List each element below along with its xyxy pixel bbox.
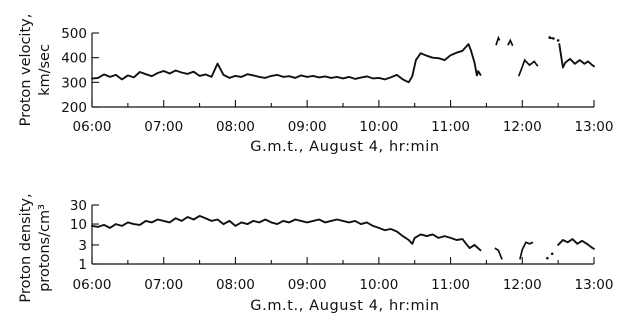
velocity-y-label-line-2: km/sec — [37, 44, 53, 96]
density-y-label-line-1: Proton density, — [18, 193, 34, 302]
velocity-y-tick-label: 300 — [61, 75, 87, 91]
density-data-point — [546, 256, 549, 260]
velocity-x-tick-label: 12:00 — [503, 119, 542, 135]
velocity-x-tick-label: 09:00 — [288, 119, 327, 135]
density-x-tick-label: 13:00 — [575, 277, 614, 293]
velocity-x-label: G.m.t., August 4, hr:min — [250, 139, 439, 155]
density-y-tick-label: 30 — [70, 198, 87, 214]
density-x-tick-label: 09:00 — [288, 277, 327, 293]
velocity-series-segment — [507, 38, 514, 47]
density-x-tick-label: 07:00 — [144, 277, 183, 293]
velocity-panel: Proton velocity, km/sec G.m.t., August 4… — [18, 14, 613, 155]
density-y-tick-label: 1 — [78, 257, 87, 273]
velocity-series-segment — [91, 43, 482, 84]
density-panel: Proton density, protons/cm³ G.m.t., Augu… — [18, 193, 613, 314]
velocity-x-tick-label: 08:00 — [216, 119, 255, 135]
velocity-y-tick-label: 500 — [61, 26, 87, 42]
velocity-x-tick-label: 10:00 — [359, 119, 398, 135]
velocity-data-point — [556, 39, 560, 42]
velocity-series-segment — [517, 58, 539, 77]
density-x-tick-label: 08:00 — [216, 277, 255, 293]
velocity-data-point — [548, 36, 552, 39]
velocity-y-tick-label: 200 — [61, 100, 87, 116]
density-x-tick-label: 10:00 — [359, 277, 398, 293]
velocity-x-tick-label: 13:00 — [575, 119, 614, 135]
density-data-point — [550, 252, 554, 256]
density-series-segment — [91, 214, 482, 252]
velocity-series-segment — [495, 35, 501, 46]
density-series-segment — [519, 241, 534, 260]
density-x-tick-label: 11:00 — [431, 277, 470, 293]
density-x-tick-label: 06:00 — [73, 277, 112, 293]
velocity-series-segment — [558, 43, 595, 69]
density-y-label-line-2: protons/cm³ — [37, 204, 53, 292]
density-y-tick-label: 10 — [70, 217, 87, 233]
density-x-tick-label: 12:00 — [503, 277, 542, 293]
velocity-x-tick-label: 07:00 — [144, 119, 183, 135]
velocity-y-label-line-1: Proton velocity, — [18, 14, 34, 127]
density-y-tick-label: 3 — [78, 238, 87, 254]
velocity-y-tick-label: 400 — [61, 51, 87, 67]
density-series-segment — [557, 238, 595, 250]
velocity-data-point — [552, 37, 555, 40]
velocity-x-tick-label: 11:00 — [431, 119, 470, 135]
velocity-x-tick-label: 06:00 — [73, 119, 112, 135]
density-x-label: G.m.t., August 4, hr:min — [250, 298, 439, 314]
density-series-segment — [494, 247, 503, 260]
